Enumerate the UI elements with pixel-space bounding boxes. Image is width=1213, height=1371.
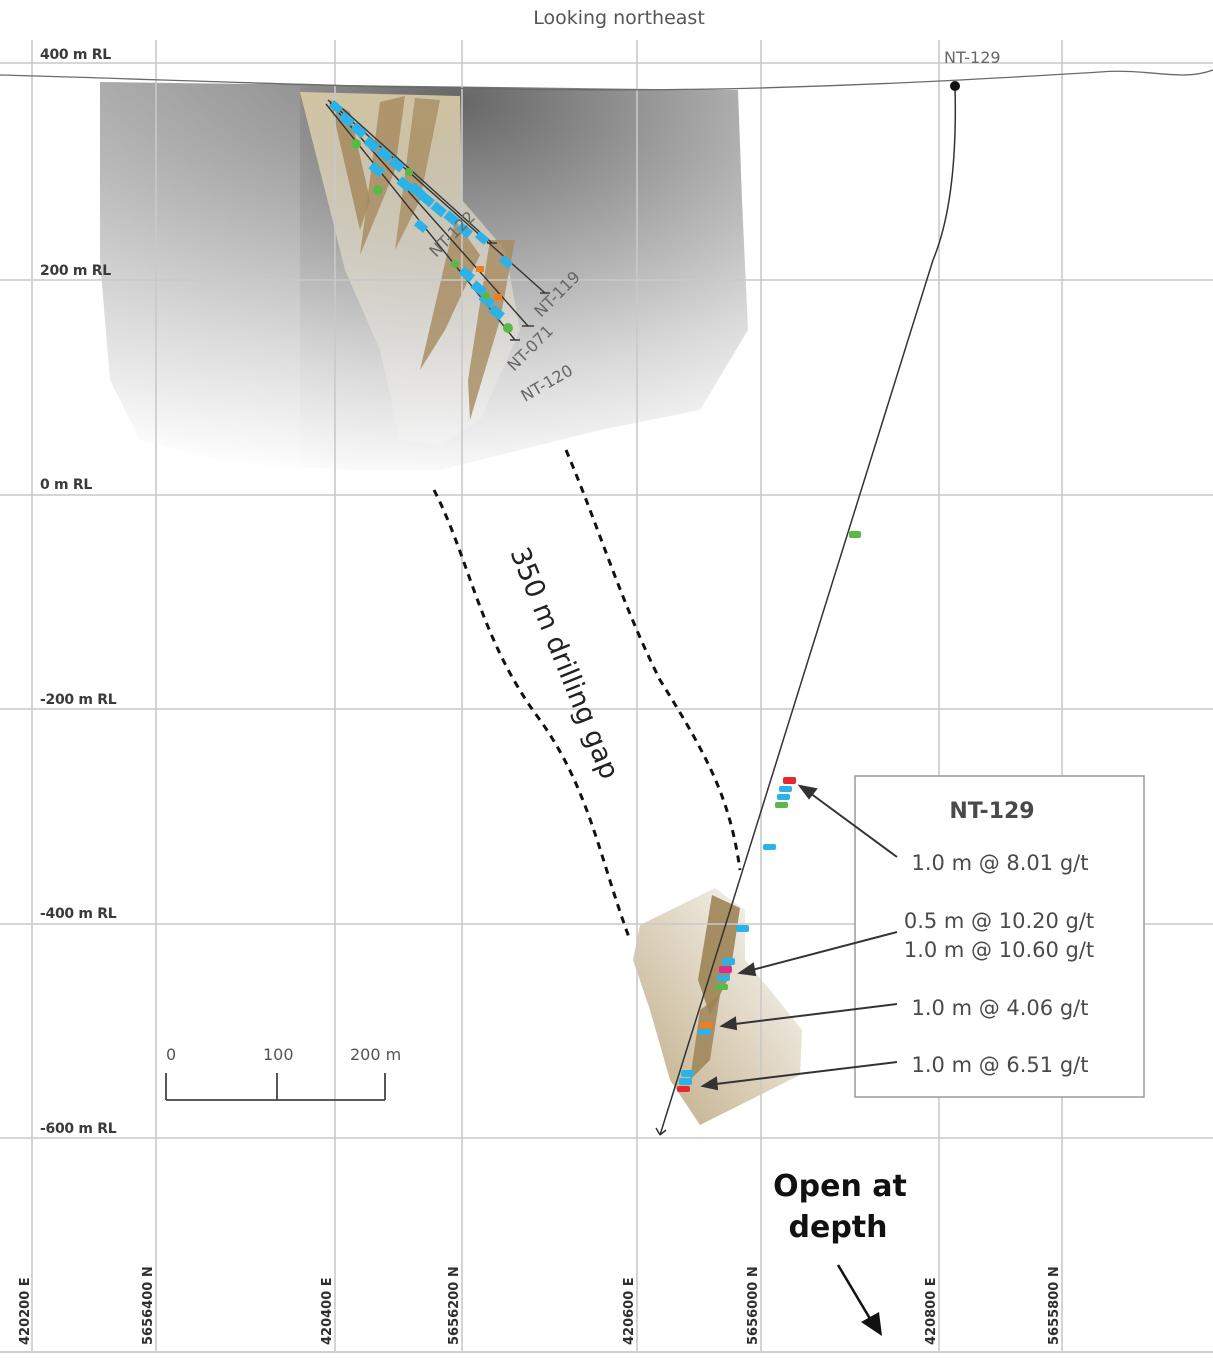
rl-label: 400 m RL	[40, 47, 111, 63]
nt-129-assay-markers	[677, 531, 861, 1092]
rl-label: 0 m RL	[40, 477, 92, 493]
scale-bar: 0 100 200 m	[165, 1045, 401, 1101]
rl-label: 200 m RL	[40, 263, 111, 279]
intercept-5: 1.0 m @ 6.51 g/t	[912, 1053, 1089, 1077]
topography-line	[0, 69, 1213, 91]
scale-label: 0	[166, 1045, 176, 1064]
rl-label: -200 m RL	[40, 692, 117, 708]
coord-label: 5656000 N	[746, 1266, 761, 1345]
legend-title: NT-129	[949, 799, 1034, 824]
scale-label: 100	[263, 1045, 294, 1064]
drilling-gap-boundaries	[432, 449, 742, 941]
intercept-1: 1.0 m @ 8.01 g/t	[912, 851, 1089, 875]
rl-axis-labels: 400 m RL 200 m RL 0 m RL -200 m RL -400 …	[40, 47, 117, 1137]
open-at-depth-line-2: depth	[789, 1210, 888, 1245]
coord-label: 420800 E	[924, 1277, 939, 1345]
rl-label: -400 m RL	[40, 906, 117, 922]
upper-assay-markers	[328, 100, 514, 333]
open-at-depth-line-1: Open at	[773, 1169, 907, 1204]
lower-vein-body	[633, 888, 802, 1125]
view-direction-title: Looking northeast	[533, 7, 705, 29]
intercept-3: 1.0 m @ 10.60 g/t	[904, 938, 1094, 962]
intercept-arrows	[700, 784, 898, 1091]
nt-129-drill-trace: NT-129	[655, 48, 1001, 1136]
intercept-4: 1.0 m @ 4.06 g/t	[912, 996, 1089, 1020]
coord-label: 420200 E	[18, 1277, 33, 1345]
coord-label: 420400 E	[320, 1277, 335, 1345]
rl-label: -600 m RL	[40, 1121, 117, 1137]
coord-label: 420600 E	[622, 1277, 637, 1345]
open-at-depth-note: Open at depth	[773, 1169, 907, 1336]
intercept-2: 0.5 m @ 10.20 g/t	[904, 909, 1094, 933]
hole-label-nt-129: NT-129	[944, 48, 1001, 67]
drilling-gap-label: 350 m drilling gap	[504, 543, 625, 784]
scale-label: 200 m	[350, 1045, 401, 1064]
down-arrow-icon	[836, 1264, 874, 1323]
collar-marker	[950, 81, 960, 91]
grid-coordinate-labels: 420200 E 5656400 N 420400 E 5656200 N 42…	[18, 1266, 1062, 1345]
intercept-legend-box: NT-129 1.0 m @ 8.01 g/t 0.5 m @ 10.20 g/…	[854, 775, 1145, 1098]
coord-label: 5656400 N	[141, 1266, 156, 1345]
grid-lines	[0, 40, 1213, 1353]
coord-label: 5656200 N	[447, 1266, 462, 1345]
coord-label: 5655800 N	[1047, 1266, 1062, 1345]
down-arrow-head-icon	[861, 1312, 882, 1336]
